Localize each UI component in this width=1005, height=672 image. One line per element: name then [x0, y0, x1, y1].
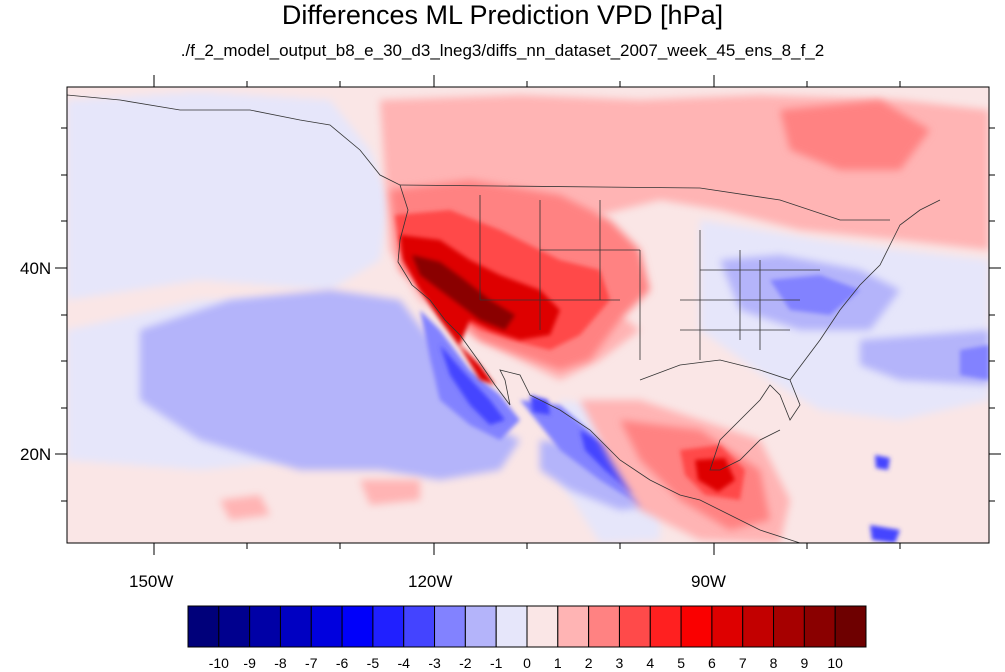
- colorbar-swatch: [279, 605, 312, 648]
- colorbar-swatch: [680, 605, 713, 648]
- colorbar-swatch: [742, 605, 775, 648]
- colorbar-label: 7: [739, 655, 747, 671]
- colorbar-label: -3: [428, 655, 441, 671]
- map-title: Differences ML Prediction VPD [hPa]: [281, 0, 724, 30]
- colorbar-label: 8: [770, 655, 778, 671]
- colorbar-label: -8: [274, 655, 287, 671]
- x-tick-label-90w: 90W: [691, 572, 726, 591]
- colorbar-swatch: [310, 605, 343, 648]
- colorbar-swatch: [557, 605, 590, 648]
- colorbar-label: 10: [827, 655, 843, 671]
- colorbar: -10 -9 -8 -7 -6 -5 -4 -3 -2 -1 0 1 2 3 4 5 6 7 8 9 10: [187, 605, 867, 671]
- colorbar-swatch: [711, 605, 744, 648]
- x-tick-label-120w: 120W: [408, 572, 453, 591]
- colorbar-swatch: [249, 605, 281, 648]
- colorbar-label: 4: [646, 655, 654, 671]
- coastlines: [67, 94, 941, 543]
- colorbar-label: -6: [336, 655, 349, 671]
- colorbar-label: 5: [677, 655, 685, 671]
- colorbar-swatch: [187, 605, 220, 648]
- colorbar-swatch: [773, 605, 805, 648]
- colorbar-label: -7: [305, 655, 318, 671]
- colorbar-label: -10: [209, 655, 229, 671]
- colorbar-swatch: [218, 605, 251, 648]
- field-darkest-red-regions: [412, 255, 515, 330]
- colorbar-label: -9: [243, 655, 256, 671]
- colorbar-label: -2: [459, 655, 472, 671]
- colorbar-label: 9: [800, 655, 808, 671]
- colorbar-swatch: [495, 605, 528, 648]
- colorbar-swatch: [464, 605, 497, 648]
- colorbar-label: -1: [490, 655, 503, 671]
- colorbar-label: -4: [398, 655, 411, 671]
- colorbar-swatch: [526, 605, 559, 648]
- y-tick-label-40n: 40N: [20, 259, 52, 278]
- colorbar-swatch: [372, 605, 405, 648]
- colorbar-label: 6: [708, 655, 716, 671]
- map-subtitle: ./f_2_model_output_b8_e_30_d3_lneg3/diff…: [180, 41, 825, 60]
- x-tick-label-150w: 150W: [129, 572, 174, 591]
- y-tick-label-20n: 20N: [20, 445, 52, 464]
- colorbar-swatch: [803, 605, 836, 648]
- colorbar-swatch: [341, 605, 374, 648]
- colorbar-swatch: [618, 605, 651, 648]
- colorbar-swatch: [588, 605, 620, 648]
- axis-ticks: [55, 75, 1001, 555]
- colorbar-swatch: [834, 605, 867, 648]
- colorbar-label: 1: [554, 655, 562, 671]
- colorbar-label: 3: [616, 655, 624, 671]
- colorbar-swatch: [403, 605, 436, 648]
- colorbar-swatch: [434, 605, 466, 648]
- colorbar-label: -5: [367, 655, 380, 671]
- colorbar-label: 2: [585, 655, 593, 671]
- colorbar-swatch: [649, 605, 682, 648]
- colorbar-label: 0: [523, 655, 531, 671]
- map-field: [67, 87, 989, 543]
